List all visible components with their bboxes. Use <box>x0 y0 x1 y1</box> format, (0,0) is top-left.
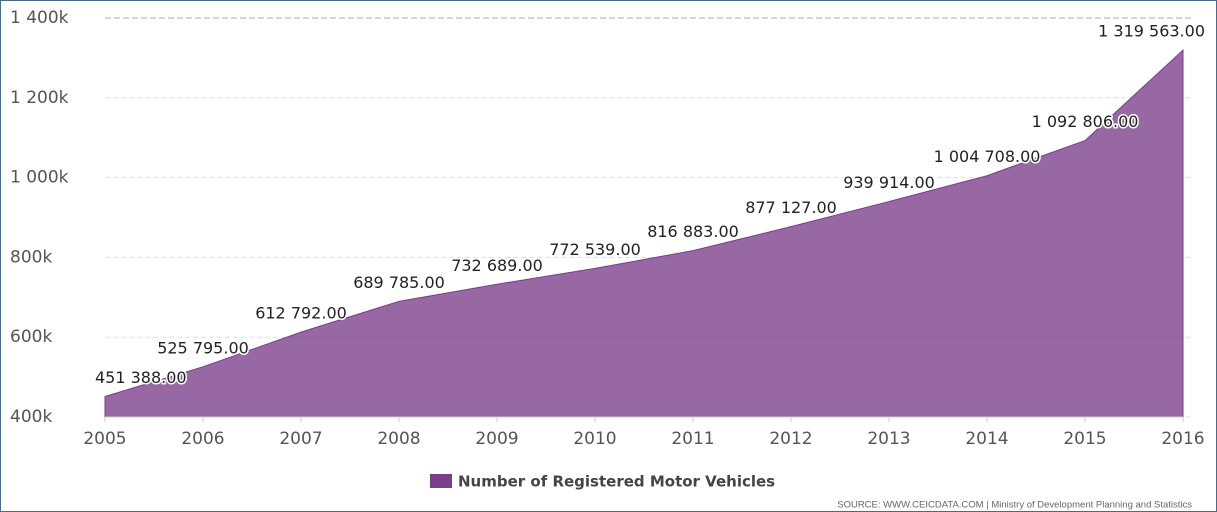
y-tick-label: 1 200k <box>10 88 69 108</box>
x-tick-label: 2006 <box>181 429 224 449</box>
x-tick-label: 2015 <box>1063 429 1106 449</box>
y-tick-label: 800k <box>10 247 52 267</box>
data-label: 689 785.00 <box>353 273 445 292</box>
area <box>104 48 1184 418</box>
y-tick-label: 400k <box>10 407 52 427</box>
data-label: 1 092 806.00 <box>1032 112 1139 131</box>
data-label: 939 914.00 <box>843 173 935 192</box>
data-label: 816 883.00 <box>647 222 739 241</box>
x-tick-label: 2005 <box>83 429 126 449</box>
x-tick-label: 2008 <box>377 429 420 449</box>
y-tick-label: 600k <box>10 327 52 347</box>
data-label: 525 795.00 <box>157 338 249 357</box>
legend-swatch <box>430 474 452 488</box>
legend-label: Number of Registered Motor Vehicles <box>458 473 775 491</box>
y-tick-label: 1 000k <box>10 168 69 188</box>
data-label: 732 689.00 <box>451 256 543 275</box>
x-tick-label: 2009 <box>475 429 518 449</box>
data-label: 1 004 708.00 <box>934 147 1041 166</box>
x-tick-label: 2011 <box>671 429 714 449</box>
source-note: SOURCE: WWW.CEICDATA.COM | Ministry of D… <box>837 500 1192 511</box>
x-tick-label: 2012 <box>769 429 812 449</box>
data-label: 612 792.00 <box>255 304 347 323</box>
data-label: 1 319 563.00 <box>1098 22 1205 41</box>
x-tick-label: 2010 <box>573 429 616 449</box>
data-label: 877 127.00 <box>745 198 837 217</box>
x-tick-label: 2007 <box>279 429 322 449</box>
data-label: 772 539.00 <box>549 240 641 259</box>
x-tick-label: 2016 <box>1161 429 1204 449</box>
data-label: 451 388.00 <box>95 368 187 387</box>
x-tick-label: 2013 <box>867 429 910 449</box>
x-tick-label: 2014 <box>965 429 1008 449</box>
y-tick-label: 1 400k <box>10 8 69 28</box>
